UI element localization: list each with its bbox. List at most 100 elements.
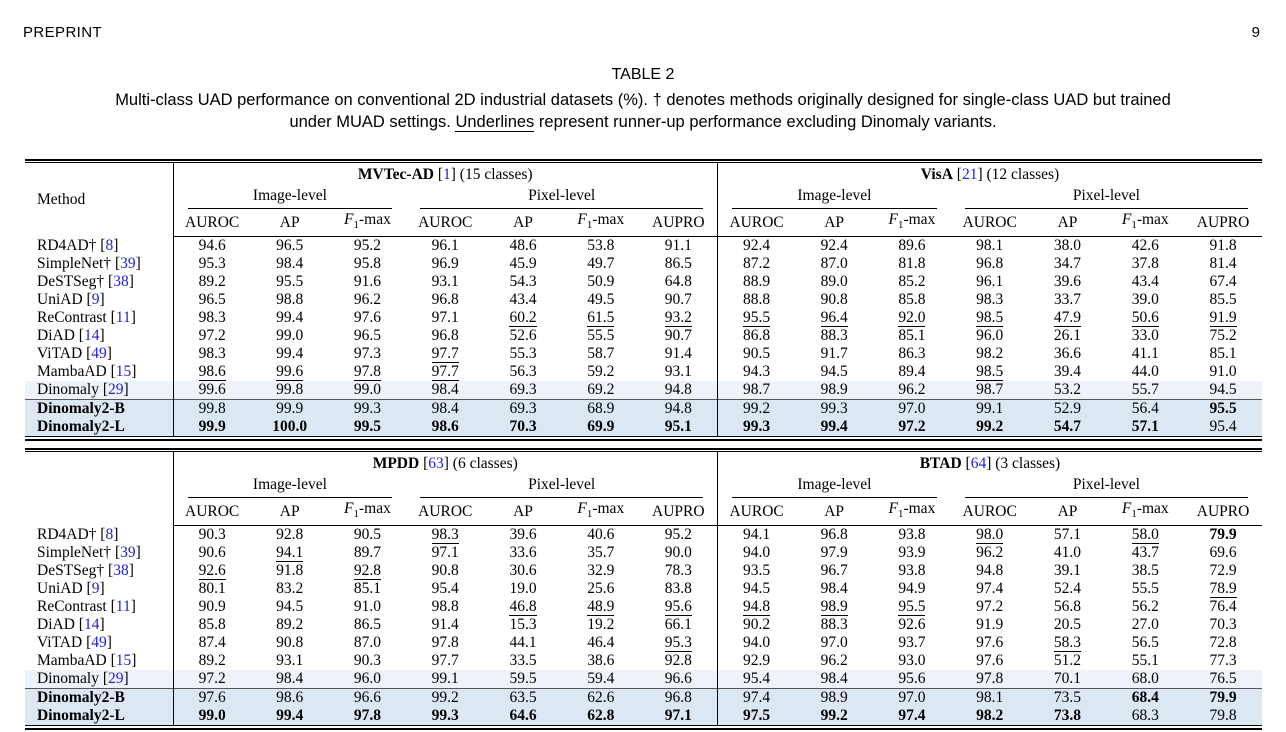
value-cell: 93.7 bbox=[898, 634, 926, 652]
results-tables: Method MVTec-AD [1] (15 classes) VisA [21]… bbox=[25, 159, 1262, 731]
value-cell: 96.6 bbox=[328, 688, 407, 708]
value-cell: 52.6 bbox=[509, 327, 537, 345]
value-cell: 94.5 bbox=[716, 580, 796, 599]
citation-link[interactable]: 63 bbox=[428, 455, 444, 473]
value-cell: 35.7 bbox=[587, 544, 615, 562]
value-cell: 98.3 bbox=[198, 309, 226, 327]
citation-link[interactable]: 39 bbox=[120, 255, 136, 273]
value-cell: 99.4 bbox=[276, 309, 304, 327]
value-cell: 51.2 bbox=[1053, 652, 1082, 670]
header-row-levels: Image-level Pixel-level Image-level Pixel-l… bbox=[25, 186, 1262, 209]
citation-link[interactable]: 15 bbox=[115, 363, 132, 381]
value-cell: 37.8 bbox=[1131, 255, 1159, 273]
method-cell: UniAD [9] bbox=[25, 580, 174, 599]
value-cell: 98.8 bbox=[431, 598, 459, 616]
value-cell: 95.4 bbox=[1184, 418, 1262, 437]
citation-link[interactable]: 38 bbox=[113, 273, 129, 291]
value-cell: 96.2 bbox=[820, 652, 848, 670]
citation-link[interactable]: 9 bbox=[91, 580, 100, 598]
value-cell: 81.4 bbox=[1209, 255, 1237, 273]
value-cell: 25.6 bbox=[587, 580, 615, 598]
citation-link[interactable]: 9 bbox=[91, 291, 100, 309]
value-cell: 98.6 bbox=[406, 418, 485, 437]
value-cell: 96.8 bbox=[639, 688, 718, 708]
citation-link[interactable]: 11 bbox=[115, 598, 131, 616]
citation-link[interactable]: 14 bbox=[83, 616, 100, 634]
value-cell: 62.6 bbox=[561, 688, 640, 708]
value-cell: 30.6 bbox=[509, 562, 537, 580]
citation-link[interactable]: 49 bbox=[91, 345, 107, 363]
value-cell: 89.0 bbox=[820, 273, 848, 291]
underlined-value: 97.7 bbox=[431, 345, 459, 364]
value-cell: 60.2 bbox=[484, 309, 562, 328]
value-cell: 98.3 bbox=[976, 291, 1004, 309]
citation-link[interactable]: 8 bbox=[105, 525, 114, 543]
table-row: SimpleNet† [39] 95.3 98.4 95.8 96.9 45.9 49.7 8… bbox=[25, 255, 1262, 274]
caption-underlined-word: Underlines bbox=[455, 113, 535, 132]
value-cell: 88.3 bbox=[820, 327, 848, 345]
value-cell: 89.7 bbox=[353, 544, 382, 562]
citation-link[interactable]: 15 bbox=[115, 652, 132, 670]
value-cell: 55.5 bbox=[587, 327, 615, 345]
value-cell: 97.4 bbox=[716, 688, 796, 708]
level-header: Pixel-level bbox=[406, 186, 717, 209]
value-cell: 97.0 bbox=[820, 634, 848, 652]
value-cell: 98.3 bbox=[406, 526, 484, 545]
value-cell: 94.3 bbox=[716, 363, 796, 382]
citation-link[interactable]: 39 bbox=[120, 544, 136, 562]
results-table-top: Method MVTec-AD [1] (15 classes) VisA [21]… bbox=[25, 162, 1262, 438]
value-cell: 41.0 bbox=[1053, 544, 1082, 562]
value-cell: 89.6 bbox=[898, 237, 926, 255]
value-cell: 95.1 bbox=[639, 418, 718, 437]
value-cell: 38.5 bbox=[1131, 562, 1159, 580]
underlined-value: 92.0 bbox=[898, 309, 926, 328]
citation-link[interactable]: 21 bbox=[961, 166, 978, 183]
value-cell: 99.2 bbox=[795, 707, 874, 726]
underlined-value: 98.3 bbox=[431, 526, 459, 545]
citation-link[interactable]: 11 bbox=[115, 309, 131, 327]
value-cell: 97.4 bbox=[873, 707, 951, 726]
value-cell: 95.6 bbox=[873, 670, 951, 689]
value-cell: 97.9 bbox=[820, 544, 848, 562]
dataset-title: MVTec-AD [1] (15 classes) bbox=[357, 166, 533, 183]
value-cell: 66.1 bbox=[664, 616, 692, 634]
citation-link[interactable]: 64 bbox=[970, 455, 987, 473]
metric-header: AP bbox=[1028, 498, 1107, 527]
citation-link[interactable]: 1 bbox=[443, 166, 451, 183]
value-cell: 96.8 bbox=[431, 291, 459, 309]
citation-link[interactable]: 29 bbox=[108, 381, 124, 399]
citation-link[interactable]: 14 bbox=[83, 327, 100, 345]
method-cell: DiAD [14] bbox=[25, 327, 174, 346]
level-header-label: Pixel-level bbox=[420, 186, 703, 209]
value-cell: 98.4 bbox=[250, 670, 329, 689]
value-cell: 56.4 bbox=[1106, 399, 1185, 419]
value-cell: 98.5 bbox=[951, 309, 1029, 328]
value-cell: 53.8 bbox=[587, 237, 615, 255]
value-cell: 53.2 bbox=[1028, 381, 1107, 400]
citation-link[interactable]: 38 bbox=[113, 562, 129, 580]
value-cell: 97.8 bbox=[328, 707, 407, 726]
metric-header: AP bbox=[250, 498, 329, 527]
value-cell: 97.6 bbox=[173, 688, 251, 708]
method-cell: Dinomaly [29] bbox=[25, 381, 174, 400]
citation-link[interactable]: 49 bbox=[91, 634, 107, 652]
value-cell: 57.1 bbox=[1106, 418, 1185, 437]
underlined-value: 94.1 bbox=[276, 544, 304, 563]
underlined-value: 97.8 bbox=[353, 363, 382, 382]
value-cell: 42.6 bbox=[1131, 237, 1159, 255]
underlined-value: 58.0 bbox=[1131, 526, 1159, 545]
header-row-levels: Image-level Pixel-level Image-level Pixel-l… bbox=[25, 475, 1262, 499]
value-cell: 99.8 bbox=[250, 381, 329, 400]
dataset-name: VisA bbox=[920, 166, 953, 183]
citation-link[interactable]: 29 bbox=[108, 670, 124, 688]
value-cell: 99.6 bbox=[173, 381, 251, 400]
dataset-name: MVTec-AD bbox=[357, 166, 434, 183]
level-header: Image-level bbox=[716, 186, 951, 209]
value-cell: 78.3 bbox=[664, 562, 692, 580]
value-cell: 97.0 bbox=[873, 399, 951, 419]
value-cell: 96.8 bbox=[976, 255, 1004, 273]
value-cell: 89.4 bbox=[898, 363, 926, 381]
value-cell: 94.0 bbox=[716, 544, 796, 563]
underlined-value: 50.6 bbox=[1131, 309, 1159, 328]
citation-link[interactable]: 8 bbox=[105, 236, 114, 254]
